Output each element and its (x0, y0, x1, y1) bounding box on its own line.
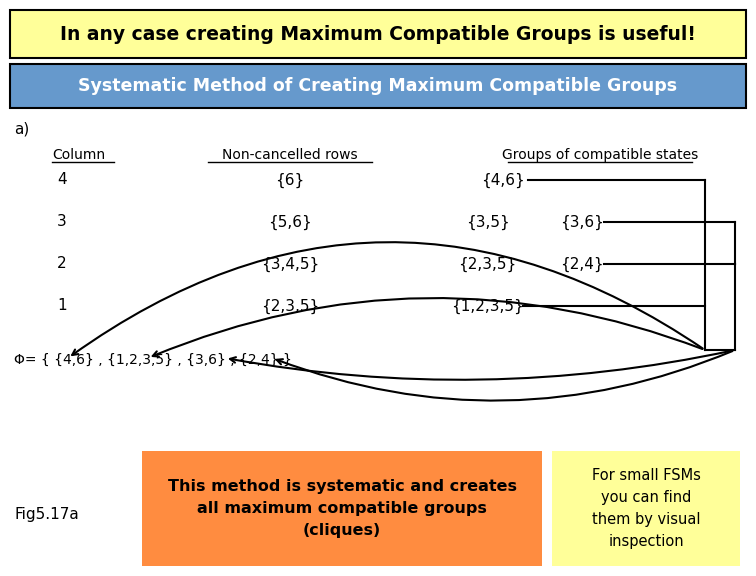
Text: {3,6}: {3,6} (560, 214, 604, 230)
Bar (552, 451, 740, 566)
Text: {6}: {6} (275, 172, 305, 188)
Text: Column: Column (52, 148, 105, 162)
Text: 3: 3 (57, 214, 67, 229)
Text: {2,3,5}: {2,3,5} (458, 256, 517, 272)
Text: Fig5.17a: Fig5.17a (14, 506, 79, 521)
Bar (142, 451, 542, 566)
Text: Φ= { {4,6} , {1,2,3,5} , {3,6} , {2,4} }: Φ= { {4,6} , {1,2,3,5} , {3,6} , {2,4} } (14, 353, 292, 367)
Text: {2,3,5}: {2,3,5} (261, 298, 319, 313)
Text: 1: 1 (57, 298, 67, 313)
Bar (10, 64, 746, 108)
Text: {5,6}: {5,6} (268, 214, 312, 230)
Text: {3,4,5}: {3,4,5} (261, 256, 319, 272)
Bar (10, 10, 746, 58)
Text: This method is systematic and creates
all maximum compatible groups
(cliques): This method is systematic and creates al… (168, 479, 516, 538)
Text: Groups of compatible states: Groups of compatible states (502, 148, 698, 162)
Text: In any case creating Maximum Compatible Groups is useful!: In any case creating Maximum Compatible … (60, 25, 696, 44)
Text: Systematic Method of Creating Maximum Compatible Groups: Systematic Method of Creating Maximum Co… (79, 77, 677, 95)
Text: {1,2,3,5}: {1,2,3,5} (451, 298, 524, 313)
Text: {4,6}: {4,6} (481, 172, 525, 188)
Text: a): a) (14, 122, 29, 137)
Text: 4: 4 (57, 172, 67, 188)
Text: For small FSMs
you can find
them by visual
inspection: For small FSMs you can find them by visu… (591, 468, 701, 550)
Text: {3,5}: {3,5} (466, 214, 510, 230)
Text: 2: 2 (57, 256, 67, 271)
Text: Non-cancelled rows: Non-cancelled rows (222, 148, 358, 162)
Text: {2,4}: {2,4} (560, 256, 604, 272)
